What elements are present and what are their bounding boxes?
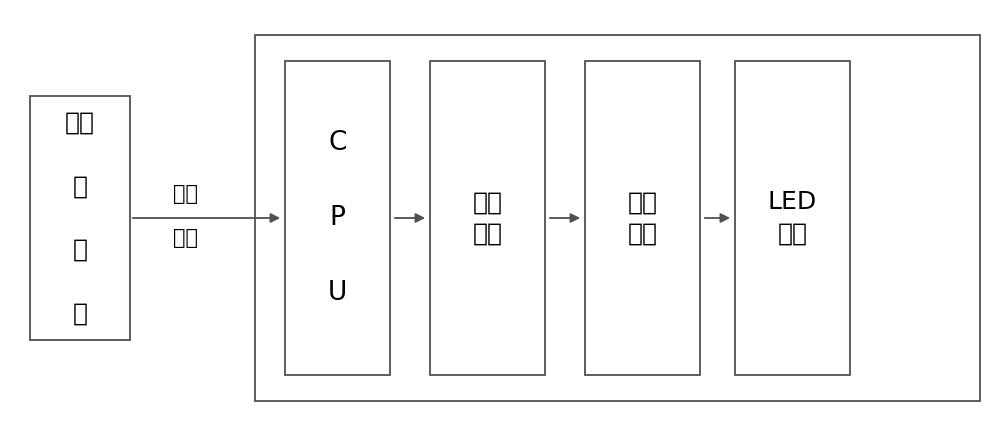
Text: 通信: 通信 xyxy=(173,228,198,248)
Text: 串行: 串行 xyxy=(173,184,198,204)
Text: U: U xyxy=(328,280,347,307)
Text: 电路: 电路 xyxy=(628,221,658,246)
Bar xyxy=(735,61,850,375)
Bar xyxy=(285,61,390,375)
Bar xyxy=(585,61,700,375)
Text: 点阵: 点阵 xyxy=(778,221,808,246)
Text: 器: 器 xyxy=(72,301,88,325)
Text: 译码: 译码 xyxy=(473,190,503,215)
Text: 电路: 电路 xyxy=(473,221,503,246)
Bar xyxy=(30,96,130,340)
Bar xyxy=(255,35,980,401)
Text: LED: LED xyxy=(768,190,817,215)
Text: P: P xyxy=(330,205,345,231)
Text: 车内: 车内 xyxy=(65,111,95,135)
Text: 制: 制 xyxy=(72,238,88,262)
Bar xyxy=(430,61,545,375)
Text: C: C xyxy=(328,129,347,156)
Text: 控: 控 xyxy=(72,174,88,198)
Text: 驱动: 驱动 xyxy=(628,190,658,215)
